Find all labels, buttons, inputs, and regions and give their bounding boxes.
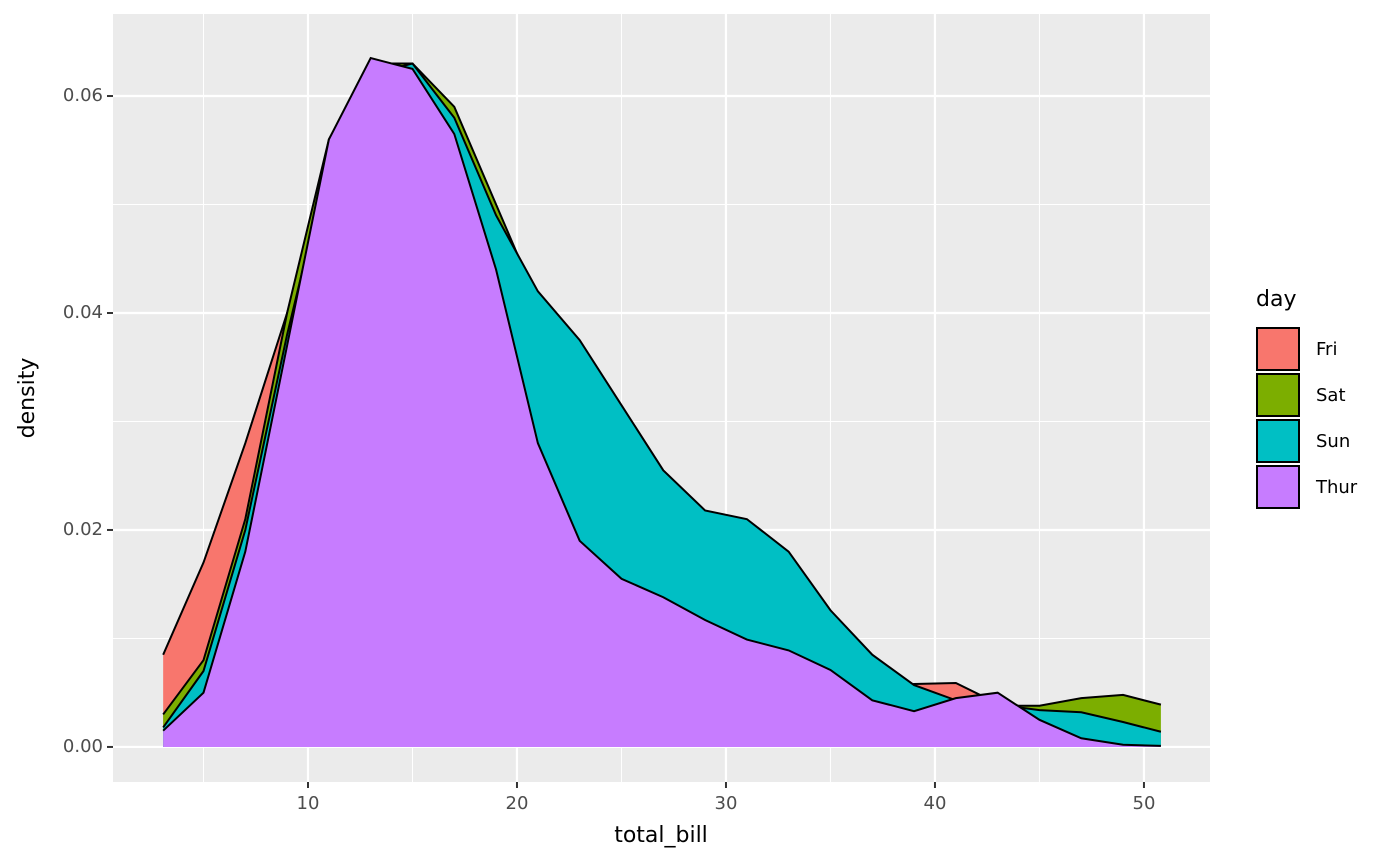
- legend-label: Fri: [1316, 339, 1337, 360]
- x-tick-label: 50: [1133, 793, 1156, 814]
- legend-label: Sun: [1316, 431, 1350, 452]
- y-tick-label: 0.00: [63, 736, 103, 757]
- x-tick-label: 30: [715, 793, 738, 814]
- legend-title: day: [1256, 287, 1296, 312]
- y-tick-label: 0.02: [63, 519, 103, 540]
- legend-key: [1256, 419, 1300, 463]
- legend-key: [1256, 465, 1300, 509]
- legend-label: Sat: [1316, 385, 1346, 406]
- density-area: [163, 58, 1161, 747]
- x-tick-label: 40: [924, 793, 947, 814]
- x-tick-label: 20: [506, 793, 529, 814]
- x-tick-label: 10: [297, 793, 320, 814]
- y-axis-title: density: [15, 358, 40, 439]
- y-tick-label: 0.06: [63, 85, 103, 106]
- legend-label: Thur: [1315, 477, 1358, 498]
- x-axis-title: total_bill: [614, 823, 708, 848]
- legend-key: [1256, 373, 1300, 417]
- y-tick-label: 0.04: [63, 302, 103, 323]
- density-line: [162, 56, 1161, 747]
- legend-key: [1256, 327, 1300, 371]
